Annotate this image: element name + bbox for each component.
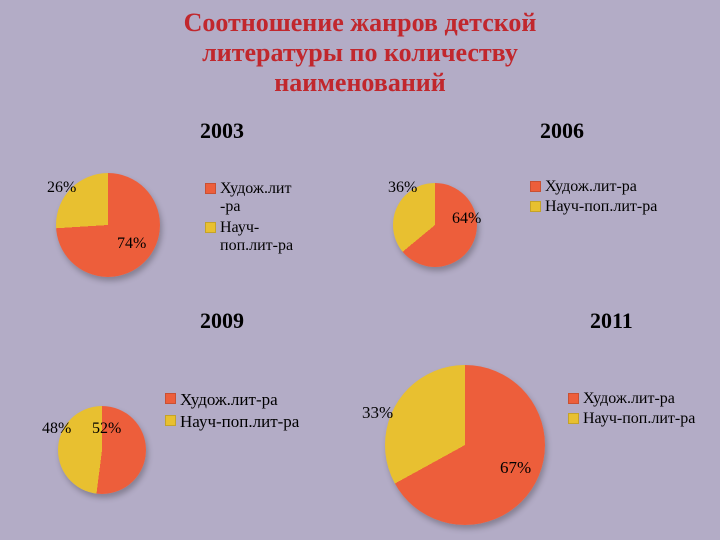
swatch-icon bbox=[205, 183, 216, 194]
legend-text: Науч-поп.лит-ра bbox=[220, 219, 295, 256]
swatch-icon bbox=[165, 415, 176, 426]
legend-2009: Худож.лит-ра Науч-поп.лит-ра bbox=[165, 390, 325, 433]
legend-2006: Худож.лит-ра Науч-поп.лит-ра bbox=[530, 178, 690, 219]
swatch-icon bbox=[165, 393, 176, 404]
label-2003-b: 26% bbox=[47, 179, 76, 197]
legend-text: Науч-поп.лит-ра bbox=[545, 198, 657, 216]
label-2009-b: 48% bbox=[42, 420, 71, 438]
swatch-icon bbox=[205, 222, 216, 233]
legend-text: Науч-поп.лит-ра bbox=[583, 410, 695, 428]
swatch-icon bbox=[530, 181, 541, 192]
legend-text: Худож.лит-ра bbox=[583, 390, 675, 408]
label-2011-a: 67% bbox=[500, 458, 531, 478]
label-2003-a: 74% bbox=[117, 235, 146, 253]
year-2011: 2011 bbox=[590, 308, 633, 334]
legend-text: Худож.лит-ра bbox=[220, 180, 295, 217]
swatch-icon bbox=[568, 413, 579, 424]
legend-text: Науч-поп.лит-ра bbox=[180, 412, 299, 432]
label-2006-a: 64% bbox=[452, 210, 481, 228]
legend-text: Худож.лит-ра bbox=[545, 178, 637, 196]
label-2009-a: 52% bbox=[92, 420, 121, 438]
year-2009: 2009 bbox=[200, 308, 244, 334]
pie-2011 bbox=[385, 365, 545, 525]
swatch-icon bbox=[568, 393, 579, 404]
swatch-icon bbox=[530, 201, 541, 212]
label-2011-b: 33% bbox=[362, 403, 393, 423]
legend-2011: Худож.лит-ра Науч-поп.лит-ра bbox=[568, 390, 720, 431]
legend-2003: Худож.лит-ра Науч-поп.лит-ра bbox=[205, 180, 295, 258]
year-2006: 2006 bbox=[540, 118, 584, 144]
label-2006-b: 36% bbox=[388, 179, 417, 197]
year-2003: 2003 bbox=[200, 118, 244, 144]
legend-text: Худож.лит-ра bbox=[180, 390, 278, 410]
main-title: Соотношение жанров детскойлитературы по … bbox=[0, 0, 720, 98]
